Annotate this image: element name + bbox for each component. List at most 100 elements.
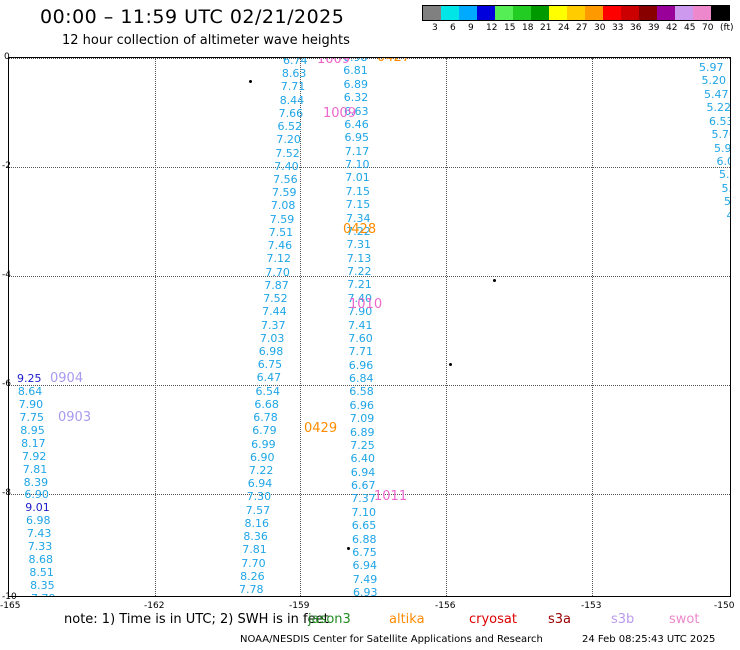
swh-value: 8.51 <box>29 566 54 580</box>
swh-value: 5.20 <box>701 74 727 88</box>
longitude-gridline <box>300 58 301 596</box>
pass-time-label: 0427 <box>377 57 411 65</box>
swh-value: 7.13 <box>346 251 372 265</box>
scale-swatch <box>621 6 639 20</box>
swh-value: 5.47 <box>704 87 729 101</box>
swh-value: 7.70 <box>265 265 290 279</box>
swh-value: 6.99 <box>251 437 276 451</box>
scale-swatch <box>441 6 459 20</box>
swh-value: 8.95 <box>20 423 45 437</box>
island-marker <box>493 279 496 282</box>
scale-label: 30 <box>594 23 606 33</box>
swh-value: 7.22 <box>248 463 274 477</box>
swh-value: 7.15 <box>345 184 371 198</box>
swh-value: 7.30 <box>246 490 272 504</box>
color-scale-labels: 3 6 9 12 15 18 21 24 27 30 33 36 39 42 45 70 (ft) <box>422 21 734 35</box>
scale-swatch <box>459 6 477 20</box>
longitude-gridline <box>155 58 156 596</box>
swh-value: 7.40 <box>347 291 373 305</box>
swh-value: 6.74 <box>283 57 308 67</box>
swh-value: 7.78 <box>239 583 264 596</box>
swh-value: 6.54 <box>255 384 281 398</box>
scale-label: 24 <box>558 23 570 33</box>
scale-swatch <box>657 6 675 20</box>
scale-label: 9 <box>468 23 474 33</box>
swh-value: 6.88 <box>352 532 377 546</box>
scale-label: 70 <box>702 23 714 33</box>
swh-value: 7.43 <box>26 527 52 541</box>
swh-value: 8.68 <box>28 553 54 567</box>
scale-swatch <box>549 6 567 20</box>
swh-value: 7.37 <box>261 318 286 332</box>
swh-value: 6.94 <box>352 559 378 573</box>
latitude-label: -6 <box>2 379 11 389</box>
color-scale: 3 6 9 12 15 18 21 24 27 30 33 36 39 42 45 70 (ft) <box>422 5 734 35</box>
swh-value: 7.09 <box>349 412 375 426</box>
scale-swatch <box>531 6 549 20</box>
map-subtitle: 12 hour collection of altimeter wave hei… <box>62 33 350 48</box>
scale-label: 12 <box>486 23 498 33</box>
swh-value: 7.56 <box>273 173 298 187</box>
swh-value: 7.90 <box>18 397 44 411</box>
longitude-label: -162 <box>144 601 165 611</box>
scale-swatch <box>513 6 531 20</box>
swh-value: 7.03 <box>259 331 285 345</box>
scale-label: 21 <box>540 23 552 33</box>
swh-value: 8.26 <box>240 569 265 583</box>
swh-value: 7.12 <box>266 252 292 266</box>
longitude-label: -165 <box>0 601 21 611</box>
units-note: note: 1) Time is in UTC; 2) SWH is in fe… <box>64 612 329 627</box>
pass-time-label: 1010 <box>349 297 383 312</box>
swh-value: 4.90 <box>727 209 731 222</box>
swh-value: 7.81 <box>242 543 267 557</box>
pass-time-label: 0904 <box>50 371 84 386</box>
scale-swatch <box>567 6 585 20</box>
swh-value: 5.22 <box>706 101 731 115</box>
scale-label: 3 <box>432 23 438 33</box>
swh-value: 7.25 <box>350 438 375 452</box>
latitude-label: 0 <box>4 52 10 62</box>
legend-item-s3b: s3b <box>611 612 635 627</box>
latitude-gridline <box>9 385 730 386</box>
swh-value: 7.66 <box>278 106 304 120</box>
credit-line: NOAA/NESDIS Center for Satellite Applica… <box>240 634 543 645</box>
swh-value: 6.94 <box>247 477 273 491</box>
swh-value: 6.96 <box>348 358 374 372</box>
swh-value: 6.98 <box>343 57 368 64</box>
swh-value: 6.46 <box>344 117 369 131</box>
swh-value: 6.75 <box>257 358 283 372</box>
swh-value: 7.40 <box>274 159 299 173</box>
swh-value: 7.60 <box>348 331 373 345</box>
longitude-gridline <box>446 58 447 596</box>
scale-label: 15 <box>504 23 516 33</box>
swh-value: 9.01 <box>25 501 50 515</box>
map-title: 00:00 – 11:59 UTC 02/21/2025 <box>40 6 345 28</box>
scale-swatch <box>495 6 513 20</box>
swh-value: 8.39 <box>23 475 49 489</box>
swh-value: 6.78 <box>253 411 278 425</box>
swh-value: 8.17 <box>21 436 46 450</box>
wave-height-map: 6.74 8.63 7.71 8.44 7.66 6.52 7.20 7.52 7.40 7.56… <box>8 57 731 597</box>
scale-swatch <box>693 6 711 20</box>
scale-swatch <box>639 6 657 20</box>
swh-value: 5.10 <box>729 222 730 235</box>
swh-value: 6.32 <box>343 91 369 105</box>
latitude-gridline <box>9 494 730 495</box>
swh-value: 8.16 <box>244 516 270 530</box>
scale-label: 42 <box>666 23 678 33</box>
island-marker <box>347 547 350 550</box>
scale-label: 33 <box>612 23 624 33</box>
swh-value: 7.57 <box>245 503 271 517</box>
swh-value: 6.94 <box>350 465 376 479</box>
latitude-gridline <box>9 167 730 168</box>
island-marker <box>449 363 452 366</box>
swh-value: 8.35 <box>30 579 55 593</box>
swh-value: 5.70 <box>711 128 731 142</box>
legend-item-altika: altika <box>389 612 425 627</box>
swh-value: 6.93 <box>353 586 378 597</box>
swh-value: 7.10 <box>351 505 377 519</box>
swh-value: 7.10 <box>345 158 370 171</box>
swh-value: 6.52 <box>277 120 303 134</box>
swh-value: 7.17 <box>344 144 370 158</box>
swh-value: 7.34 <box>346 211 371 225</box>
